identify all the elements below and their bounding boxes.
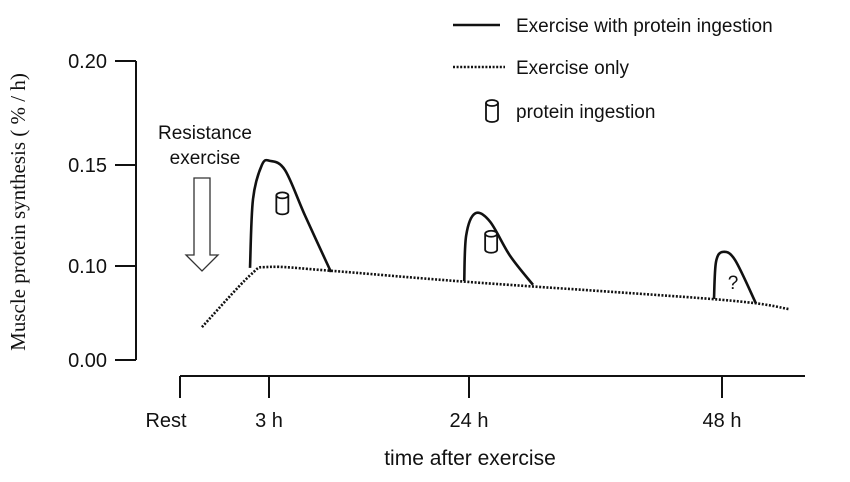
y-axis-label: Muscle protein synthesis ( % / h) [6, 73, 30, 351]
down-arrow-icon [184, 177, 220, 272]
x-axis-label: time after exercise [384, 447, 556, 470]
resistance-exercise-annotation: Resistance exercise [158, 123, 252, 272]
x-tick-label: 24 h [450, 410, 489, 432]
series-exercise-only-line [201, 265, 790, 328]
annotation-line-2: exercise [170, 148, 241, 169]
y-tick-label: 0.00 [68, 350, 107, 372]
protein-ingestion-icon [484, 229, 499, 254]
legend: Exercise with protein ingestion Exercise… [453, 16, 773, 123]
protein-ingestion-icon [275, 191, 290, 216]
question-mark: ? [728, 273, 739, 294]
legend-label-protein: protein ingestion [516, 102, 655, 123]
annotation-line-1: Resistance [158, 123, 252, 144]
x-tick-label: 48 h [703, 410, 742, 432]
series-exercise-protein-line-2 [462, 211, 535, 286]
cylinder-icon [485, 99, 499, 123]
x-tick-label: 3 h [255, 410, 283, 432]
y-tick-label: 0.20 [68, 51, 107, 73]
legend-label-solid: Exercise with protein ingestion [516, 16, 773, 37]
y-axis: 0.00 0.10 0.15 0.20 [68, 51, 137, 372]
y-tick-label: 0.15 [68, 155, 107, 177]
x-tick-label: Rest [145, 410, 187, 432]
legend-label-dotted: Exercise only [516, 58, 629, 79]
y-tick-label: 0.10 [68, 256, 107, 278]
series-exercise-protein-line-3 [712, 250, 758, 305]
series-exercise-protein-line-1 [248, 158, 333, 273]
x-axis: Rest 3 h 24 h 48 h [145, 375, 805, 432]
